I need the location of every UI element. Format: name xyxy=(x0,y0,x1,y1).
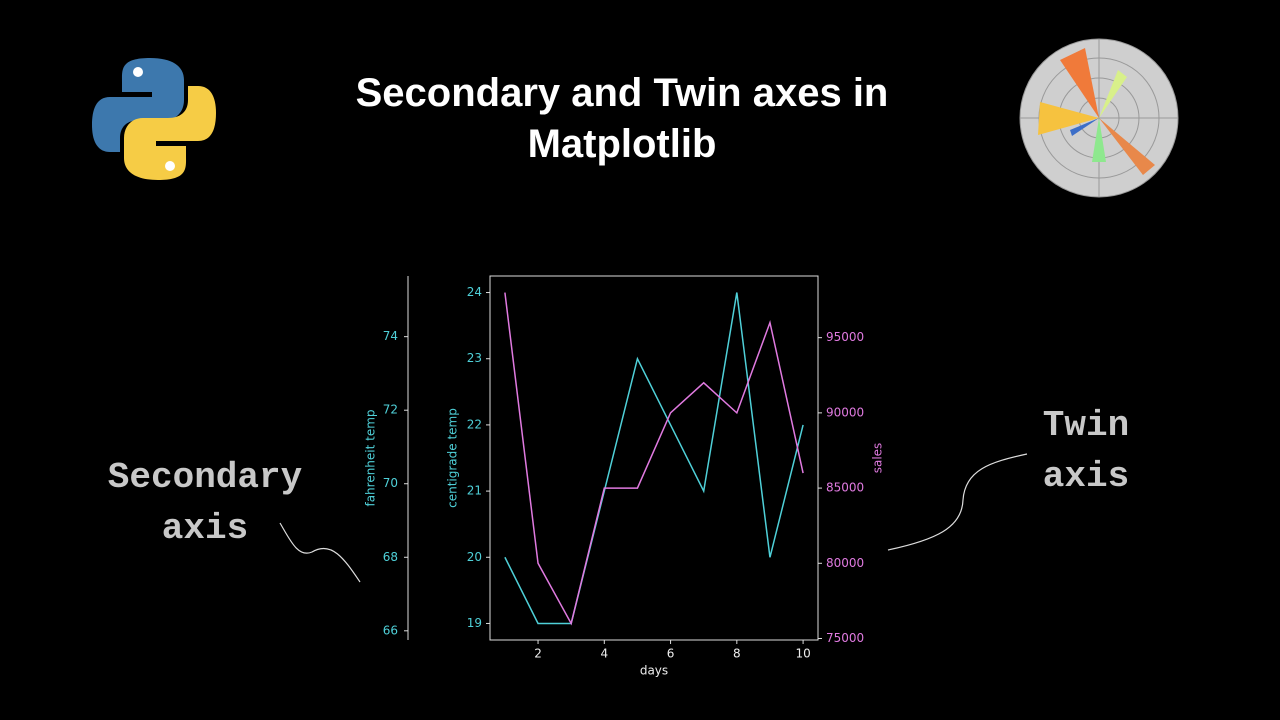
x-tick-label: 6 xyxy=(667,647,675,661)
plot-frame xyxy=(489,275,819,641)
y-tick-label: 22 xyxy=(467,417,482,431)
secondary-tick-label: 72 xyxy=(383,403,398,417)
x-tick-label: 2 xyxy=(534,647,542,661)
y-tick-label: 20 xyxy=(467,550,482,564)
python-logo xyxy=(92,58,216,180)
y2-axis-label: sales xyxy=(871,443,885,474)
x-tick-label: 8 xyxy=(733,647,741,661)
secondary-tick-label: 66 xyxy=(383,623,398,637)
y2-tick-label: 75000 xyxy=(826,631,864,645)
y-tick-label: 24 xyxy=(467,285,482,299)
y2-tick-label: 90000 xyxy=(826,405,864,419)
y-tick-label: 19 xyxy=(467,616,482,630)
x-tick-label: 10 xyxy=(795,647,810,661)
secondary-axis-label: fahrenheit temp xyxy=(364,409,378,506)
series-line xyxy=(504,292,804,626)
title: Secondary and Twin axes in Matplotlib xyxy=(355,71,889,166)
y-axis-label: centigrade temp xyxy=(446,408,460,508)
arrow xyxy=(279,522,361,583)
y2-tick-label: 85000 xyxy=(826,481,864,495)
arrow xyxy=(887,453,1028,551)
annotation: Twin axis xyxy=(1042,405,1130,497)
secondary-tick-label: 68 xyxy=(383,550,398,564)
y-tick-label: 23 xyxy=(467,351,482,365)
x-axis-label: days xyxy=(640,664,668,678)
secondary-tick-label: 70 xyxy=(383,476,398,490)
x-tick-label: 4 xyxy=(600,647,608,661)
y-tick-label: 21 xyxy=(467,484,482,498)
y2-tick-label: 95000 xyxy=(826,330,864,344)
y2-tick-label: 80000 xyxy=(826,556,864,570)
secondary-tick-label: 74 xyxy=(383,329,398,343)
polar-logo xyxy=(1019,38,1179,198)
series-line xyxy=(504,292,804,625)
annotation: Secondary axis xyxy=(107,457,303,549)
